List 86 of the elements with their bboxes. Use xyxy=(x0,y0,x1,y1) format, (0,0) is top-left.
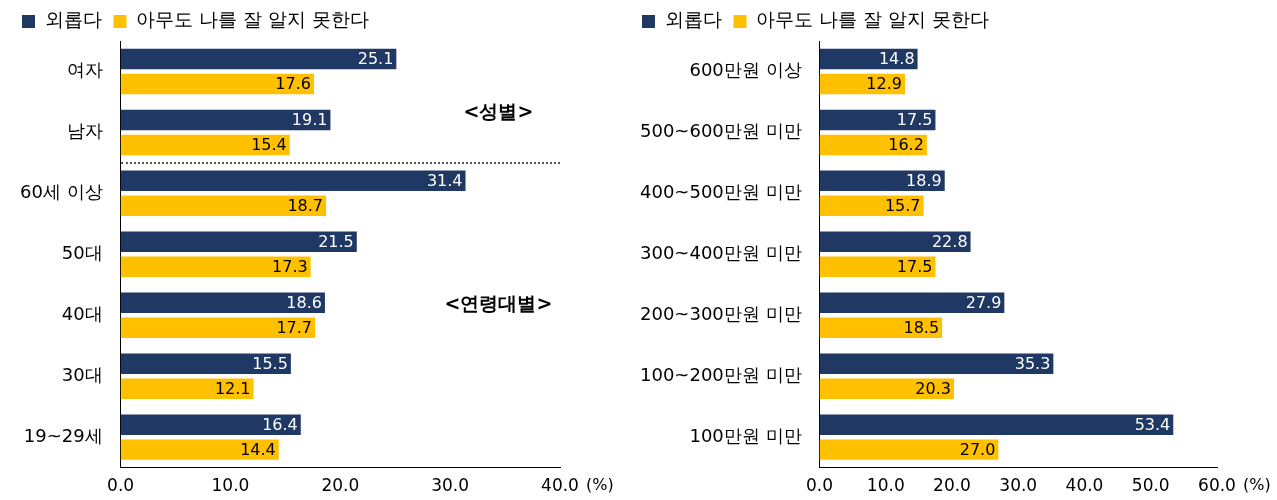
data-label: 25.1 xyxy=(357,49,394,69)
bar xyxy=(819,256,936,278)
bar xyxy=(120,378,254,399)
bar xyxy=(819,414,1174,435)
x-tick-label: 50.0 xyxy=(1131,475,1170,496)
annotation: <연령대별> xyxy=(444,292,553,315)
bar xyxy=(120,256,311,278)
x-tick-label: 10.0 xyxy=(866,475,905,496)
y-tick-label: 200~300만원 미만 xyxy=(639,302,802,324)
data-label: 17.7 xyxy=(276,317,313,337)
y-tick-label: 60세 이상 xyxy=(19,181,103,203)
data-label: 15.4 xyxy=(251,135,287,155)
y-tick-label: 500~600만원 미만 xyxy=(639,120,802,142)
legend-label: 아무도 나를 잘 알지 못한다 xyxy=(756,8,990,31)
bar xyxy=(120,414,301,435)
x-tick-label: 10.0 xyxy=(211,475,250,496)
data-label: 12.1 xyxy=(214,378,251,398)
y-tick-label: 100~200만원 미만 xyxy=(639,363,802,385)
bar xyxy=(120,109,331,131)
x-tick-label: 20.0 xyxy=(321,475,360,496)
data-label: 17.3 xyxy=(272,256,308,276)
data-label: 18.9 xyxy=(906,171,942,191)
bar xyxy=(120,170,466,192)
x-tick-label: 30.0 xyxy=(999,475,1038,496)
bar xyxy=(120,353,291,374)
data-label: 31.4 xyxy=(426,171,463,191)
bar xyxy=(819,109,936,131)
x-axis-title: (%) xyxy=(586,474,614,494)
data-label: 22.8 xyxy=(931,231,968,251)
y-tick-label: 여자 xyxy=(66,59,103,81)
data-label: 15.7 xyxy=(884,196,921,216)
data-label: 53.4 xyxy=(1134,414,1171,434)
legend-label: 외롭다 xyxy=(664,8,722,31)
data-label: 16.4 xyxy=(262,414,298,434)
x-tick-label: 60.0 xyxy=(1198,475,1236,496)
bar xyxy=(120,292,325,313)
legend-label: 아무도 나를 잘 알지 못한다 xyxy=(136,8,370,31)
y-tick-label: 600만원 이상 xyxy=(689,59,802,81)
bar xyxy=(120,231,357,253)
bar xyxy=(819,231,971,253)
data-label: 27.0 xyxy=(959,439,996,459)
annotation: <성별> xyxy=(463,100,534,123)
data-label: 17.5 xyxy=(896,256,933,276)
bar xyxy=(120,439,279,460)
y-tick-label: 400~500만원 미만 xyxy=(639,181,802,203)
data-label: 15.5 xyxy=(252,353,288,373)
bar xyxy=(120,134,290,156)
bar xyxy=(819,353,1054,374)
data-label: 14.4 xyxy=(240,439,276,459)
y-tick-label: 50대 xyxy=(61,241,103,263)
data-label: 19.1 xyxy=(291,110,328,130)
bar xyxy=(819,195,924,217)
bar xyxy=(120,195,327,217)
data-label: 17.6 xyxy=(275,74,311,94)
y-tick-label: 30대 xyxy=(61,363,103,385)
data-label: 18.7 xyxy=(287,196,324,216)
x-tick-label: 40.0 xyxy=(541,475,579,496)
bar xyxy=(819,439,999,460)
y-tick-label: 300~400만원 미만 xyxy=(639,241,802,263)
x-tick-label: 0.0 xyxy=(107,475,135,496)
y-tick-label: 100만원 미만 xyxy=(689,424,802,446)
data-label: 17.5 xyxy=(896,110,933,130)
x-tick-label: 30.0 xyxy=(431,475,470,496)
bar xyxy=(819,378,954,399)
x-tick-label: 20.0 xyxy=(933,475,971,496)
data-label: 35.3 xyxy=(1014,353,1051,373)
data-label: 21.5 xyxy=(318,231,354,251)
bar xyxy=(120,317,316,338)
bar xyxy=(120,48,397,70)
data-label: 20.3 xyxy=(915,378,951,398)
data-label: 18.6 xyxy=(286,292,322,312)
bar xyxy=(819,292,1005,313)
x-tick-label: 40.0 xyxy=(1065,475,1104,496)
x-axis-title: (%) xyxy=(1243,474,1271,494)
x-tick-label: 0.0 xyxy=(805,475,834,496)
y-tick-label: 19~29세 xyxy=(23,424,103,446)
data-label: 18.5 xyxy=(903,317,940,337)
data-label: 14.8 xyxy=(878,49,915,69)
data-label: 27.9 xyxy=(965,292,1002,312)
data-label: 16.2 xyxy=(888,135,924,155)
data-label: 12.9 xyxy=(866,74,902,94)
y-tick-label: 40대 xyxy=(61,302,103,324)
bar xyxy=(120,73,314,95)
legend-label: 외롭다 xyxy=(44,8,102,31)
y-tick-label: 남자 xyxy=(66,120,103,142)
bar xyxy=(819,317,943,338)
